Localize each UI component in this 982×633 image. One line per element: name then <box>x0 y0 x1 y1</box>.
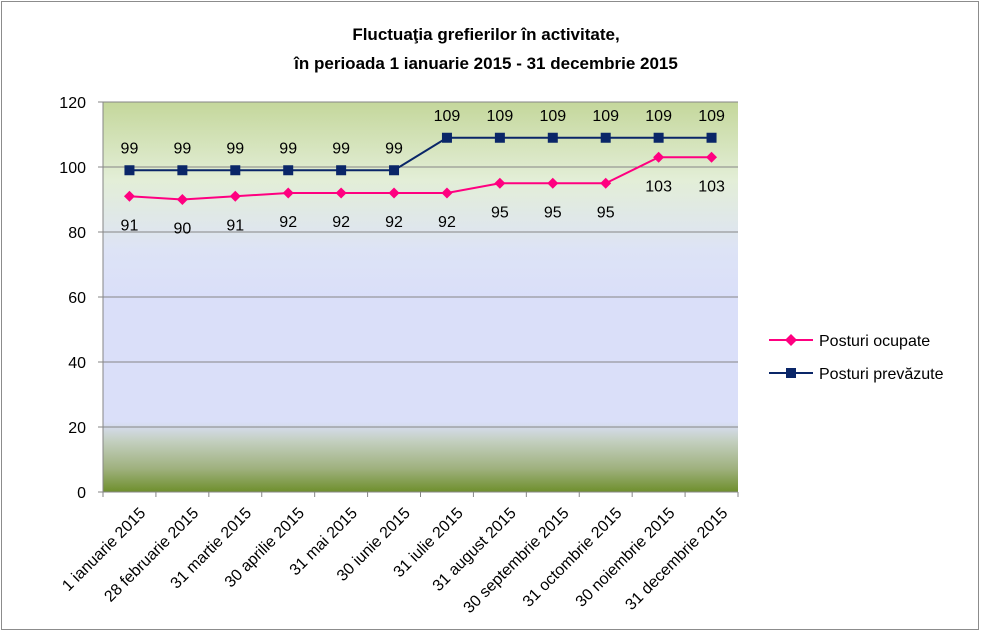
y-tick-label: 60 <box>68 290 86 307</box>
data-point-posturi-ocupate <box>600 177 612 189</box>
data-label-posturi-prevazute: 99 <box>385 140 403 157</box>
data-point-posturi-ocupate <box>282 187 294 199</box>
data-point-posturi-prevazute <box>283 165 294 176</box>
data-label-posturi-ocupate: 92 <box>438 214 456 231</box>
legend-item-posturi-prevazute: Posturi prevăzute <box>769 366 944 383</box>
data-point-posturi-ocupate <box>229 190 241 202</box>
chart-title: Fluctuaţia grefierilor în activitate, în… <box>293 25 678 73</box>
data-label-posturi-ocupate: 92 <box>332 214 350 231</box>
data-label-posturi-prevazute: 109 <box>539 108 566 125</box>
y-tick-label: 20 <box>68 420 86 437</box>
x-tick-label: 31 octombrie 2015 <box>520 505 626 611</box>
data-label-posturi-prevazute: 99 <box>173 140 191 157</box>
data-point-posturi-prevazute <box>653 132 664 143</box>
y-axis: 0 20 40 60 80 100 120 <box>59 95 104 502</box>
data-point-posturi-prevazute <box>177 165 188 176</box>
y-tick-label: 40 <box>68 355 86 372</box>
data-label-posturi-ocupate: 95 <box>544 204 562 221</box>
series-layer <box>123 132 718 205</box>
data-point-posturi-ocupate <box>388 187 400 199</box>
data-point-posturi-prevazute <box>441 132 452 143</box>
data-label-posturi-ocupate: 92 <box>385 214 403 231</box>
data-label-posturi-prevazute: 109 <box>487 108 514 125</box>
data-label-posturi-prevazute: 99 <box>121 140 139 157</box>
data-label-posturi-ocupate: 91 <box>226 217 244 234</box>
x-tick-label: 30 septembrie 2015 <box>461 505 573 617</box>
x-tick-label: 31 decembrie 2015 <box>622 505 731 614</box>
y-tick-label: 120 <box>59 95 86 112</box>
data-point-posturi-prevazute <box>124 165 135 176</box>
data-label-posturi-prevazute: 109 <box>645 108 672 125</box>
data-point-posturi-prevazute <box>547 132 558 143</box>
data-label-posturi-ocupate: 91 <box>121 217 139 234</box>
data-point-posturi-prevazute <box>336 165 347 176</box>
data-point-posturi-prevazute <box>706 132 717 143</box>
data-point-posturi-ocupate <box>653 151 665 163</box>
data-label-posturi-prevazute: 109 <box>698 108 725 125</box>
data-label-posturi-ocupate: 92 <box>279 214 297 231</box>
series-line-posturi-prevazute <box>129 136 712 172</box>
data-label-posturi-prevazute: 99 <box>279 140 297 157</box>
x-tick-label: 28 februarie 2015 <box>101 505 202 606</box>
data-label-posturi-ocupate: 95 <box>597 204 615 221</box>
legend-diamond-marker-icon <box>785 334 797 346</box>
data-label-posturi-ocupate: 95 <box>491 204 509 221</box>
data-label-posturi-prevazute: 109 <box>592 108 619 125</box>
data-label-posturi-ocupate: 90 <box>173 221 191 238</box>
data-point-posturi-prevazute <box>494 132 505 143</box>
chart-title-line-2: în perioada 1 ianuarie 2015 - 31 decembr… <box>293 54 678 73</box>
data-point-posturi-ocupate <box>123 190 135 202</box>
data-point-posturi-ocupate <box>706 151 718 163</box>
data-label-posturi-ocupate: 103 <box>645 178 672 195</box>
chart-title-line-1: Fluctuaţia grefierilor în activitate, <box>352 25 619 44</box>
data-labels: 91 90 91 92 92 92 92 95 95 95 103 103 99 99 99 99 99 99 10… <box>121 108 725 238</box>
data-point-posturi-ocupate <box>494 177 506 189</box>
data-point-posturi-ocupate <box>176 194 188 205</box>
data-label-posturi-prevazute: 99 <box>226 140 244 157</box>
data-point-posturi-prevazute <box>600 132 611 143</box>
legend-item-posturi-ocupate: Posturi ocupate <box>769 333 930 350</box>
data-point-posturi-ocupate <box>547 177 559 189</box>
data-label-posturi-ocupate: 103 <box>698 178 725 195</box>
series-line-posturi-ocupate <box>129 156 712 201</box>
y-tick-label: 0 <box>77 485 86 502</box>
y-tick-label: 80 <box>68 225 86 242</box>
gridlines <box>103 101 738 428</box>
legend-square-marker-icon <box>786 368 796 378</box>
legend: Posturi ocupate Posturi prevăzute <box>769 333 944 383</box>
data-label-posturi-prevazute: 99 <box>332 140 350 157</box>
data-point-posturi-ocupate <box>441 187 453 199</box>
data-point-posturi-prevazute <box>230 165 241 176</box>
y-tick-label: 100 <box>59 160 86 177</box>
data-point-posturi-prevazute <box>389 165 400 176</box>
legend-label-posturi-prevazute: Posturi prevăzute <box>819 366 944 383</box>
x-tick-label: 30 noiembrie 2015 <box>573 505 679 611</box>
data-label-posturi-prevazute: 109 <box>434 108 461 125</box>
legend-label-posturi-ocupate: Posturi ocupate <box>819 333 930 350</box>
data-point-posturi-ocupate <box>335 187 347 199</box>
